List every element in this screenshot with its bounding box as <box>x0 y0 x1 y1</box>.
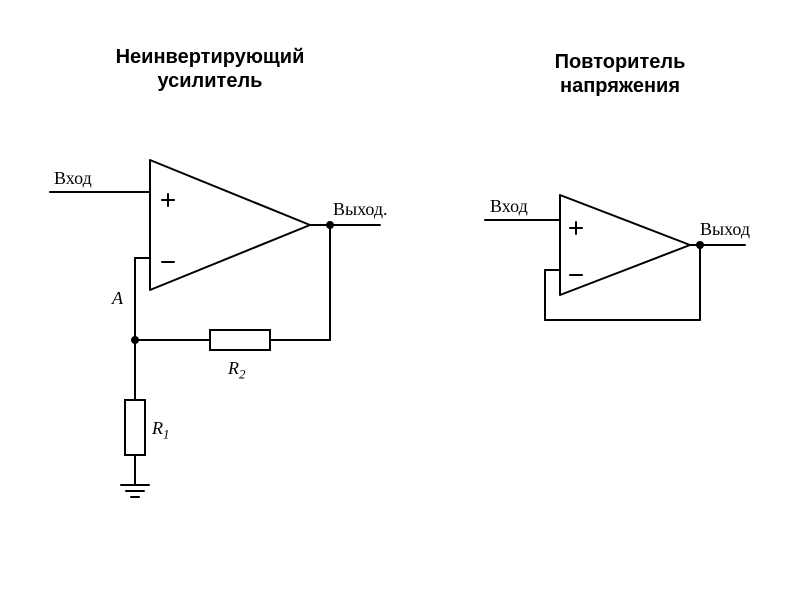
schematic-svg <box>0 0 800 600</box>
page: Неинвертирующий усилитель Повторитель на… <box>0 0 800 600</box>
